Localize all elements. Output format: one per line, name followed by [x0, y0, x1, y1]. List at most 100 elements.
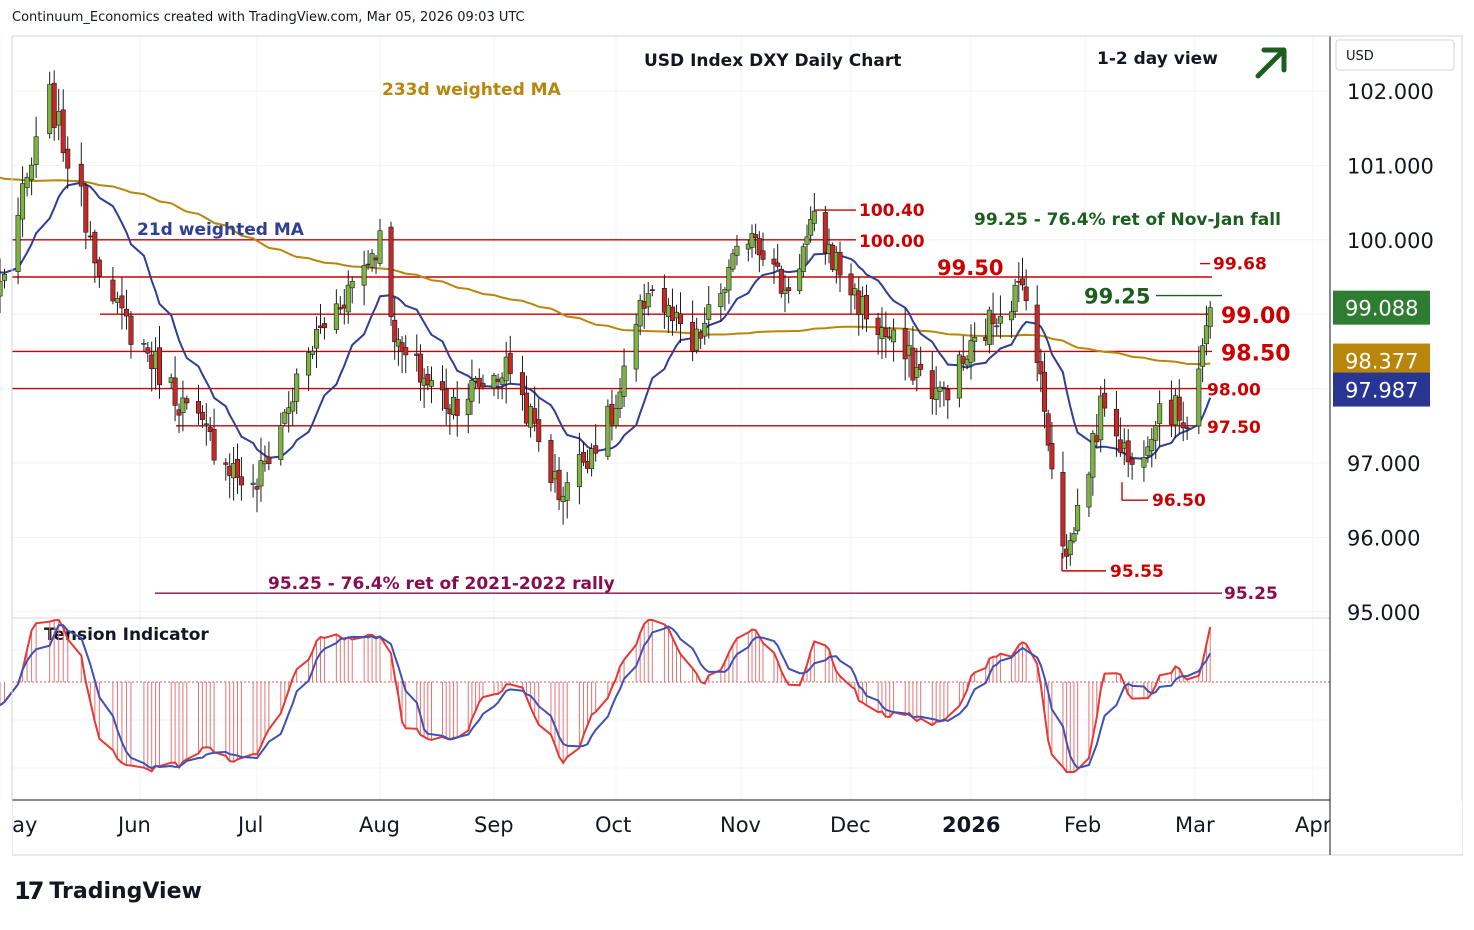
candle-body	[141, 343, 147, 345]
candle-body	[804, 236, 810, 245]
candle-body	[1071, 532, 1077, 542]
candle-body	[15, 215, 21, 272]
candle-body	[645, 293, 651, 308]
candle-body	[507, 353, 513, 374]
candle-body	[443, 388, 449, 410]
candle-body	[306, 352, 312, 376]
candle-body	[837, 251, 843, 276]
x-tick-label: Mar	[1175, 813, 1215, 837]
candle-body	[428, 380, 434, 387]
candle-body	[203, 423, 209, 426]
price-badge: 97.987	[1333, 372, 1430, 407]
candle-body	[1153, 425, 1159, 441]
x-tick-label: Jun	[116, 813, 151, 837]
candle-body	[1180, 422, 1186, 429]
candle-body	[941, 387, 947, 389]
axes: USD 102.000 101.000 100.000 97.000 96.000 95.0…	[0, 35, 1463, 860]
level-label: 98.00	[1207, 381, 1261, 401]
candle-body	[637, 299, 643, 327]
price-badge: 99.088	[1333, 290, 1430, 325]
candle-body	[811, 210, 817, 224]
ma-233-label: 233d weighted MA	[382, 80, 562, 100]
candle-body	[1203, 325, 1209, 345]
candle-body	[333, 303, 339, 330]
candle-body	[51, 82, 57, 128]
x-tick-label: 2026	[942, 813, 1000, 837]
candle-body	[548, 440, 554, 483]
horizontal-levels	[12, 209, 1222, 594]
candle-body	[863, 295, 869, 320]
candle-body	[564, 482, 570, 501]
candle-body	[1129, 458, 1135, 465]
chart-frame	[11, 35, 1463, 856]
x-tick-label: Feb	[1064, 813, 1101, 837]
candle-body	[848, 273, 854, 296]
candle-body	[2, 273, 8, 281]
candle-body	[994, 325, 1000, 328]
fib-2021-2022-label: 95.25 - 76.4% ret of 2021-2022 rally	[268, 574, 615, 594]
candle-body	[760, 250, 766, 260]
candle-body	[986, 309, 992, 345]
ma-21-label: 21d weighted MA	[137, 220, 305, 240]
candle-body	[945, 389, 951, 401]
candle-body	[706, 304, 712, 320]
candle-body	[157, 347, 163, 386]
candle-body	[294, 373, 300, 402]
candle-body	[718, 293, 724, 308]
arrow-shaft	[1255, 49, 1285, 79]
candle-body	[469, 379, 475, 402]
y-tick-label: 102.000	[1347, 80, 1434, 104]
candle-body	[1012, 284, 1018, 312]
candle-body	[128, 315, 134, 345]
candle-body	[605, 405, 611, 457]
tension-indicator-pane: Tension Indicator	[0, 617, 1330, 773]
candle-body	[649, 289, 655, 292]
fib-nov-jan-label: 99.25 - 76.4% ret of Nov-Jan fall	[974, 210, 1281, 230]
candle-body	[114, 298, 120, 303]
indicator-fast-line	[0, 618, 1212, 773]
candle-body	[576, 454, 582, 488]
candle-body	[119, 295, 125, 309]
candle-body	[388, 226, 394, 318]
candle-body	[556, 469, 562, 501]
candle-body	[480, 382, 486, 388]
y-tick-label: 100.000	[1347, 229, 1434, 253]
level-label: 100.00	[859, 232, 925, 252]
candle-body	[1034, 304, 1040, 363]
x-tick-label: Aug	[359, 813, 400, 837]
candle-body	[633, 324, 639, 370]
candle-body	[83, 185, 89, 233]
candle-body	[258, 460, 264, 487]
point-label: 96.50	[1152, 491, 1206, 511]
level-label: 99.00	[1221, 304, 1291, 329]
candle-body	[369, 253, 375, 268]
arrow-head	[1261, 47, 1287, 73]
candle-body	[454, 398, 460, 416]
currency-badge: USD	[1335, 39, 1455, 71]
y-tick-label: 96.000	[1347, 526, 1420, 550]
candle-body	[883, 328, 889, 337]
candle-body	[1008, 311, 1014, 321]
x-tick-label: Oct	[595, 813, 631, 837]
ma-21-line	[0, 181, 1212, 460]
candle-body	[726, 267, 732, 291]
candle-body	[476, 377, 482, 388]
candle-body	[345, 284, 351, 313]
x-tick-label: Apr	[1295, 813, 1332, 837]
candle-body	[417, 353, 423, 383]
indicator-title: Tension Indicator	[44, 625, 209, 645]
corner-mask	[1330, 801, 1462, 854]
tradingview-logo[interactable]: 17 TradingView	[14, 877, 202, 905]
candle-body	[24, 176, 30, 188]
candle-body	[211, 428, 217, 461]
candle-body	[621, 365, 627, 397]
candle-body	[694, 328, 700, 351]
ma-233-layer	[0, 176, 1211, 366]
candle-body	[956, 354, 962, 399]
candle-body	[78, 163, 84, 187]
point-label: 100.40	[859, 201, 925, 221]
up-right-arrow-icon	[1255, 47, 1287, 79]
price-badge: 98.377	[1333, 343, 1430, 378]
x-tick-label: Nov	[720, 813, 761, 837]
candle-body	[1060, 472, 1066, 547]
